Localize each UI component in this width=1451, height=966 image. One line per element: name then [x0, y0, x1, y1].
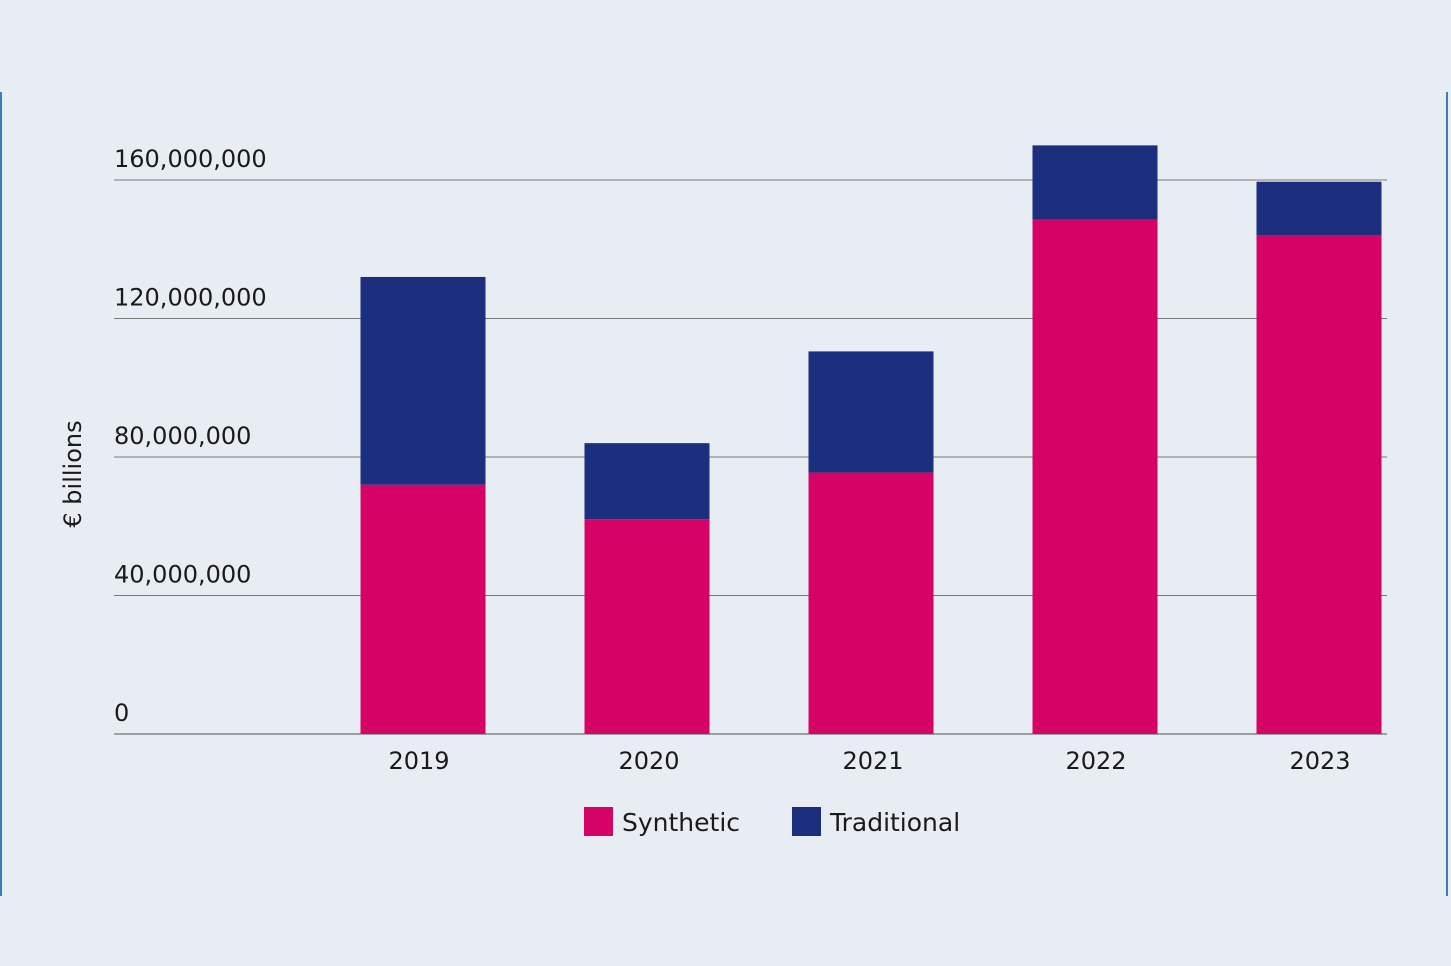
bar-synthetic-2021: [808, 472, 934, 734]
x-tick-label: 2022: [1065, 747, 1126, 775]
y-tick-label: 160,000,000: [114, 145, 267, 173]
y-axis-title: € billions: [59, 420, 87, 527]
y-tick-label: 80,000,000: [114, 422, 251, 450]
bars: [360, 145, 1382, 735]
y-tick-label: 120,000,000: [114, 284, 267, 312]
legend-swatch-traditional: [792, 807, 821, 836]
x-axis-tick-labels: 2019 2020 2021 2022 2023: [388, 747, 1350, 775]
left-border-line: [0, 92, 2, 896]
x-tick-label: 2021: [842, 747, 903, 775]
bar-synthetic-2023: [1256, 235, 1382, 734]
x-tick-label: 2020: [618, 747, 679, 775]
x-tick-label: 2023: [1289, 747, 1350, 775]
legend: Synthetic Traditional: [584, 807, 960, 837]
bar-traditional-2020: [584, 443, 710, 520]
grid-lines: [114, 179, 1387, 735]
y-axis-tick-labels: 0 40,000,000 80,000,000 120,000,000 160,000,…: [114, 145, 267, 727]
bar-synthetic-2019: [360, 484, 486, 734]
bar-traditional-2019: [360, 276, 486, 485]
bar-synthetic-2020: [584, 519, 710, 734]
x-tick-label: 2019: [388, 747, 449, 775]
bar-synthetic-2022: [1032, 219, 1158, 735]
y-tick-label: 40,000,000: [114, 561, 251, 589]
legend-label-traditional: Traditional: [829, 808, 960, 837]
bar-traditional-2022: [1032, 145, 1158, 220]
bar-traditional-2023: [1256, 181, 1382, 236]
bar-traditional-2021: [808, 351, 934, 473]
right-border-line: [1446, 92, 1448, 896]
legend-swatch-synthetic: [584, 807, 613, 836]
legend-label-synthetic: Synthetic: [622, 808, 740, 837]
y-tick-label: 0: [114, 699, 129, 727]
